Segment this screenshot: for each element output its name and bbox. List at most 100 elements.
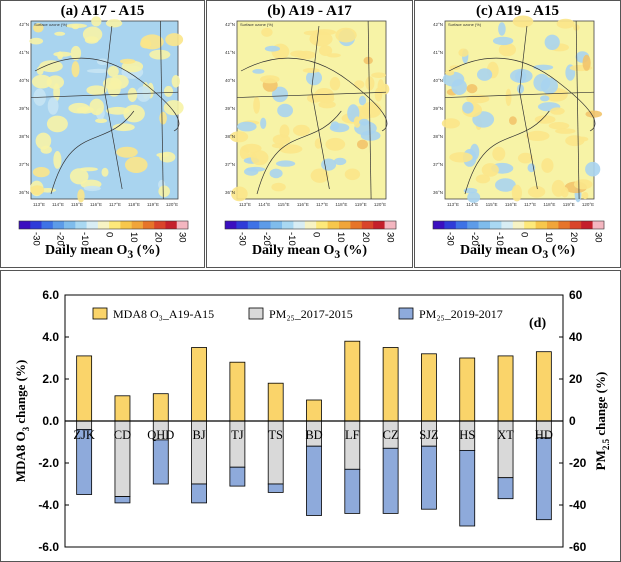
map-field-patch [467, 191, 481, 203]
map-field-patch [325, 137, 346, 151]
colorbar-title-main: Daily mean O [459, 243, 543, 258]
colorbar-segment [293, 221, 306, 229]
colorbar-segment [97, 221, 110, 229]
province-border [240, 57, 388, 132]
map-note: Surface ozone (%) [448, 22, 482, 27]
colorbar-title-sub: 3 [127, 247, 134, 261]
map-field-patch [86, 85, 107, 95]
ozone-change-map: 42°N 41°N 40°N 39°N 38°N 37°N 36°N 113°E 114°E 11… [18, 16, 189, 246]
map-field-patch [495, 178, 516, 192]
map-lat-label: 42°N [225, 22, 235, 27]
bar-pm-2019-2017 [497, 477, 514, 500]
map-lon-label: 120°E [374, 202, 386, 207]
colorbar-tick-label: 10 [543, 232, 554, 243]
bar-pm-2019-2017 [191, 483, 207, 504]
lat-line [236, 91, 387, 98]
map-field-patch [492, 146, 506, 161]
lon-line [575, 20, 580, 200]
bar-pm-2019-2017 [535, 437, 552, 521]
colorbar-segment [176, 221, 189, 229]
colorbar-frame [18, 220, 189, 230]
map-field-patch [550, 107, 565, 115]
category-label: TJ [231, 428, 244, 442]
map-field-patch [84, 36, 99, 44]
bar-o3 [344, 340, 361, 422]
map-lat-label: 41°N [225, 50, 235, 55]
colorbar-segment [247, 221, 260, 229]
bar-o3 [535, 351, 552, 422]
map-field-patch [54, 31, 66, 36]
map-field-patch [573, 179, 593, 190]
colorbar-segment [270, 221, 283, 229]
colorbar-title-unit: (%) [340, 243, 368, 258]
province-border [256, 110, 342, 195]
map-field-patch [357, 139, 368, 150]
colorbar-segment [444, 221, 457, 229]
colorbar-segment [142, 221, 155, 229]
category-label: BJ [192, 428, 205, 442]
bar-pm-2019-2017 [421, 445, 437, 510]
map-field-patch [101, 167, 109, 177]
colorbar-tick-label: 20 [360, 232, 371, 243]
map-lon-label: 114°E [466, 202, 478, 207]
map-field-patch [548, 122, 570, 130]
map-field-patch [449, 152, 473, 163]
map-field-patch [335, 27, 357, 43]
panel-title: (c) A19 - A15 [476, 3, 559, 19]
colorbar-tick-label: 10 [335, 232, 346, 243]
colorbar-title-main: Daily mean O [44, 243, 128, 258]
map-field-patch [475, 174, 491, 184]
map-lon-label: 113°E [447, 202, 459, 207]
map-field-patch [107, 81, 121, 97]
colorbar-segment [64, 221, 76, 229]
colorbar-segment [236, 221, 249, 229]
map-field-patch [321, 158, 337, 171]
y-left-axis-title: MDA8 O3 change (%) [13, 360, 31, 483]
map-field-patch [576, 136, 589, 142]
panel-title: (a) A17 - A15 [60, 3, 145, 19]
y-left-title-sub: 3 [21, 426, 31, 431]
bar-o3 [459, 357, 476, 422]
bar-pm-2019-2017 [152, 439, 169, 485]
y-left-tick-label: 4.0 [42, 330, 59, 344]
map-field-patch [261, 27, 273, 37]
colorbar-segment [154, 221, 166, 229]
map-field-patch [533, 73, 551, 92]
legend-label: PM₂₅_2017-2015 [269, 307, 353, 321]
legend-swatch [92, 307, 108, 320]
map-field-patch [29, 37, 44, 45]
bar-o3 [191, 347, 207, 422]
colorbar-title: Daily mean O3 (%) [415, 243, 620, 261]
map-field-patch [105, 19, 123, 28]
map-field-patch [229, 131, 249, 143]
lat-line [444, 91, 595, 98]
map-field-patch [512, 15, 534, 28]
map-lat-label: 39°N [19, 106, 29, 111]
colorbar-segment [433, 221, 445, 229]
map-field-patch [86, 68, 111, 73]
colorbar-segment [467, 221, 479, 229]
panel-title: (b) A19 - A17 [267, 3, 352, 19]
map-lat-label: 38°N [19, 134, 29, 139]
map-lon-label: 117°E [524, 202, 536, 207]
map-field-patch [125, 156, 148, 173]
map-field-patch [83, 185, 101, 192]
category-label: ZJK [73, 428, 95, 442]
map-lon-label: 115°E [278, 202, 290, 207]
map-lon-label: 120°E [166, 202, 178, 207]
y-right-title-main: PM [593, 450, 608, 470]
map-field-patch [31, 74, 52, 89]
bar-pm-2019-2017 [459, 449, 476, 527]
map-field-patch [136, 86, 151, 102]
colorbar-segment [259, 221, 271, 229]
colorbar-segment [558, 221, 571, 229]
category-label: CZ [383, 428, 399, 442]
colorbar-segment [501, 221, 514, 229]
y-right-tick-label: -40 [569, 498, 587, 512]
colorbar-tick-label: 30 [385, 232, 396, 243]
map-note: Surface ozone (%) [34, 22, 68, 27]
colorbar-title: Daily mean O3 (%) [207, 243, 412, 261]
map-field-patch [47, 97, 59, 115]
map-lat-label: 40°N [225, 78, 235, 83]
map-field-patch [252, 69, 265, 74]
